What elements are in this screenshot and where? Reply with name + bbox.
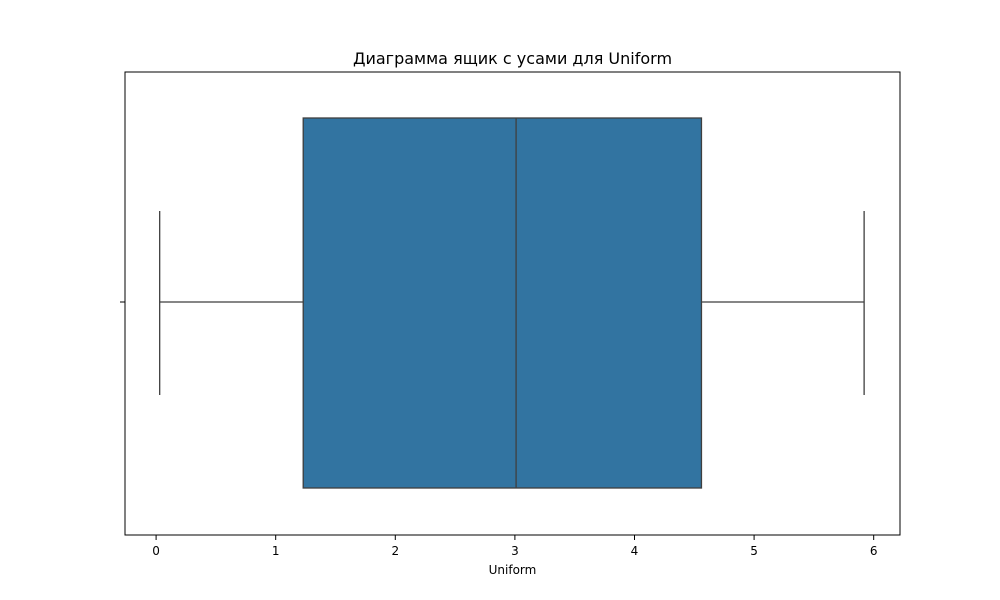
x-axis: 0 1 2 3 4 5 6 bbox=[152, 535, 878, 558]
x-tick-label: 3 bbox=[511, 544, 519, 558]
x-tick-label: 2 bbox=[391, 544, 399, 558]
x-tick-label: 0 bbox=[152, 544, 160, 558]
box-iqr bbox=[302, 117, 703, 489]
x-axis-label: Uniform bbox=[489, 563, 537, 577]
plot-area bbox=[159, 117, 865, 489]
x-tick-label: 4 bbox=[631, 544, 639, 558]
chart-title: Диаграмма ящик с усами для Uniform bbox=[353, 49, 672, 68]
axes-frame bbox=[124, 71, 901, 536]
x-tick-label: 6 bbox=[870, 544, 878, 558]
x-tick-label: 5 bbox=[750, 544, 758, 558]
x-tick-label: 1 bbox=[272, 544, 280, 558]
